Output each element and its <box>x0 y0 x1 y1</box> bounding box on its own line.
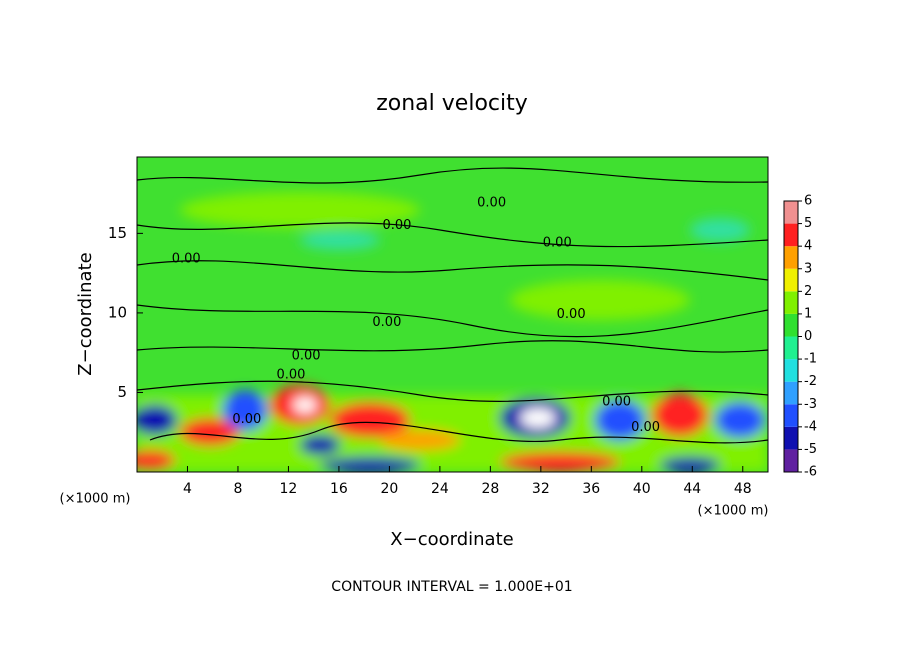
colorbar-label: 6 <box>804 194 812 209</box>
colorbar-swatch <box>784 381 798 405</box>
contour-label: 0.00 <box>172 251 201 266</box>
contour-label: 0.00 <box>382 218 411 233</box>
contour-label: 0.00 <box>631 420 660 435</box>
colorbar-swatch <box>784 268 798 292</box>
x-tick-label: 40 <box>633 481 651 497</box>
x-unit-label: (×1000 m) <box>698 504 769 519</box>
contour-label: 0.00 <box>292 348 321 363</box>
x-tick-label: 24 <box>431 481 449 497</box>
colorbar-label: -2 <box>804 374 817 389</box>
colorbar-label: -1 <box>804 352 817 367</box>
colorbar-label: -3 <box>804 397 817 412</box>
contour-label: 0.00 <box>543 235 572 250</box>
contour-label: 0.00 <box>602 395 631 410</box>
x-tick-label: 16 <box>330 481 348 497</box>
plot-frame <box>136 156 769 473</box>
contour-label: 0.00 <box>276 367 305 382</box>
x-tick-label: 20 <box>380 481 398 497</box>
chart-title: zonal velocity <box>376 91 528 116</box>
colorbar-label: 1 <box>804 306 812 321</box>
colorbar-label: 0 <box>804 329 812 344</box>
colorbar-swatch <box>784 449 798 472</box>
colorbar-label: 4 <box>804 239 812 254</box>
contour-label: 0.00 <box>372 315 401 330</box>
colorbar-swatch <box>784 313 798 337</box>
colorbar-swatch <box>784 426 798 450</box>
colorbar-swatch <box>784 223 798 247</box>
x-tick-label: 28 <box>481 481 499 497</box>
y-tick-label: 5 <box>117 383 127 401</box>
y-axis-label: Z−coordinate <box>75 252 96 375</box>
colorbar-label: -6 <box>804 465 817 480</box>
colorbar-label: 3 <box>804 261 812 276</box>
colorbar-swatch <box>784 359 798 382</box>
x-tick-label: 48 <box>734 481 752 497</box>
field <box>137 157 768 472</box>
colorbar-swatch <box>784 404 798 427</box>
contour-label: 0.00 <box>232 412 261 427</box>
x-unit-label: (×1000 m) <box>60 492 131 507</box>
annotation: CONTOUR INTERVAL = 1.000E+01 <box>331 579 572 595</box>
y-tick-label: 10 <box>108 303 127 321</box>
x-tick-label: 12 <box>280 481 298 497</box>
x-axis-label: X−coordinate <box>390 529 513 550</box>
x-tick-label: 4 <box>183 481 192 497</box>
contour-label: 0.00 <box>557 307 586 322</box>
y-tick-label: 15 <box>108 224 127 242</box>
x-tick-label: 36 <box>582 481 600 497</box>
x-tick-label: 8 <box>233 481 242 497</box>
colorbar-swatch <box>784 291 798 314</box>
x-tick-label: 44 <box>683 481 701 497</box>
colorbar-swatch <box>784 246 798 269</box>
colorbar-label: -4 <box>804 419 817 434</box>
x-tick-label: 32 <box>532 481 550 497</box>
colorbar-label: 5 <box>804 216 812 231</box>
colorbar-swatch <box>784 201 798 224</box>
colorbar-label: 2 <box>804 284 812 299</box>
contour-label: 0.00 <box>477 196 506 211</box>
colorbar-label: -5 <box>804 442 817 457</box>
colorbar-swatch <box>784 336 798 360</box>
